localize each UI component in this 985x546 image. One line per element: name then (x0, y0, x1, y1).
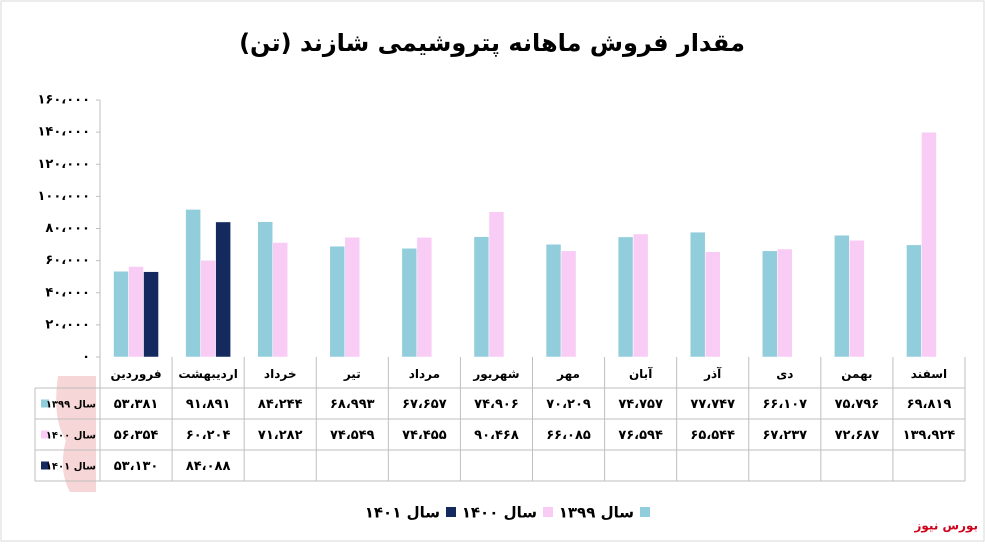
bar (632, 233, 649, 358)
data-label: ۶۹،۸۱۹ (907, 397, 952, 412)
bar (545, 243, 562, 358)
bar (777, 248, 793, 358)
row-label: سال ۱۴۰۱ (46, 462, 96, 473)
y-tick-label: ۴۰،۰۰۰ (45, 285, 90, 300)
x-tick-label: اسفند (911, 367, 947, 381)
x-tick-label: اردیبهشت (178, 367, 237, 381)
y-tick-label: ۱۶۰،۰۰۰ (37, 93, 90, 108)
bar (704, 251, 721, 358)
data-label: ۷۵،۷۹۶ (835, 397, 880, 412)
bar (200, 260, 216, 358)
x-tick-label: آبان (629, 366, 653, 381)
legend-label: سال ۱۴۰۱ (365, 504, 440, 522)
x-tick-label: بهمن (841, 367, 872, 381)
bar (689, 231, 706, 358)
legend-label: سال ۱۴۰۰ (462, 504, 537, 522)
data-label: ۷۴،۵۴۹ (330, 428, 375, 443)
bar (272, 242, 288, 358)
y-tick-label: ۱۰۰،۰۰۰ (37, 189, 90, 204)
data-label: ۶۶،۰۸۵ (546, 428, 591, 443)
data-label: ۷۴،۴۵۵ (402, 428, 447, 443)
legend-swatch (41, 430, 49, 439)
bar (344, 237, 361, 358)
y-tick-label: ۱۴۰،۰۰۰ (37, 125, 90, 140)
y-tick-label: ۰ (82, 350, 90, 365)
legend-label: سال ۱۳۹۹ (559, 504, 634, 522)
row-label: سال ۱۳۹۹ (46, 400, 96, 411)
bar (617, 236, 634, 358)
data-label: ۷۲،۶۸۷ (835, 428, 880, 443)
y-tick-label: ۲۰،۰۰۰ (45, 317, 90, 332)
x-tick-label: مرداد (409, 367, 440, 381)
data-label: ۵۳،۳۸۱ (114, 397, 159, 412)
data-label: ۷۴،۹۰۶ (474, 397, 519, 412)
data-label: ۶۵،۵۴۴ (690, 428, 735, 443)
data-label: ۸۴،۲۴۴ (258, 397, 303, 412)
data-label: ۵۳،۱۳۰ (114, 459, 159, 474)
bar (143, 271, 159, 358)
x-tick-label: فروردین (110, 367, 161, 382)
logo-watermark (56, 376, 96, 492)
data-label: ۶۸،۹۹۳ (330, 397, 375, 412)
y-tick-label: ۸۰،۰۰۰ (45, 221, 90, 236)
bar (849, 239, 865, 358)
data-label: ۷۱،۲۸۲ (258, 428, 303, 443)
row-label: سال ۱۴۰۰ (46, 431, 96, 442)
data-label: ۷۷،۷۴۷ (690, 397, 735, 412)
data-label: ۷۶،۵۹۴ (618, 428, 663, 443)
bar (401, 248, 418, 358)
x-tick-label: خرداد (264, 367, 297, 381)
bar (329, 245, 346, 358)
data-label: ۸۴،۰۸۸ (186, 459, 231, 474)
legend-swatch (41, 461, 49, 470)
x-tick-label: آذر (703, 366, 722, 381)
legend-swatch (446, 507, 456, 517)
x-tick-label: مهر (556, 367, 580, 381)
bar (185, 209, 201, 358)
bar (257, 221, 273, 358)
data-label: ۷۴،۷۵۷ (618, 397, 663, 412)
bar (416, 237, 433, 358)
data-label: ۵۶،۳۵۴ (114, 428, 159, 443)
bar (113, 271, 129, 358)
y-tick-label: ۱۲۰،۰۰۰ (37, 157, 90, 172)
bar (215, 221, 231, 358)
bar (560, 250, 577, 358)
bar (834, 235, 850, 358)
chart-title: مقدار فروش ماهانه پتروشیمی شازند (تن) (239, 29, 745, 57)
bar (921, 131, 937, 358)
bar (128, 266, 144, 358)
bar (473, 236, 490, 358)
data-label: ۱۳۹،۹۲۴ (903, 428, 956, 443)
x-tick-label: دی (776, 367, 793, 381)
data-label: ۹۱،۸۹۱ (186, 397, 231, 412)
legend-swatch (640, 507, 650, 517)
data-label: ۶۷،۲۳۷ (762, 428, 807, 443)
bar (906, 244, 922, 358)
y-tick-label: ۶۰،۰۰۰ (45, 253, 90, 268)
x-tick-label: تیر (343, 367, 361, 381)
legend-swatch (543, 507, 553, 517)
data-label: ۶۶،۱۰۷ (762, 397, 807, 412)
data-label: ۶۷،۶۵۷ (402, 397, 447, 412)
watermark: بورس نیوز (913, 519, 978, 534)
data-label: ۹۰،۴۶۸ (474, 428, 519, 443)
bar (488, 211, 505, 358)
bar (762, 250, 778, 358)
data-label: ۶۰،۲۰۴ (186, 428, 231, 443)
legend-swatch (41, 399, 49, 408)
x-tick-label: شهریور (472, 367, 519, 382)
data-label: ۷۰،۲۰۹ (546, 397, 591, 412)
